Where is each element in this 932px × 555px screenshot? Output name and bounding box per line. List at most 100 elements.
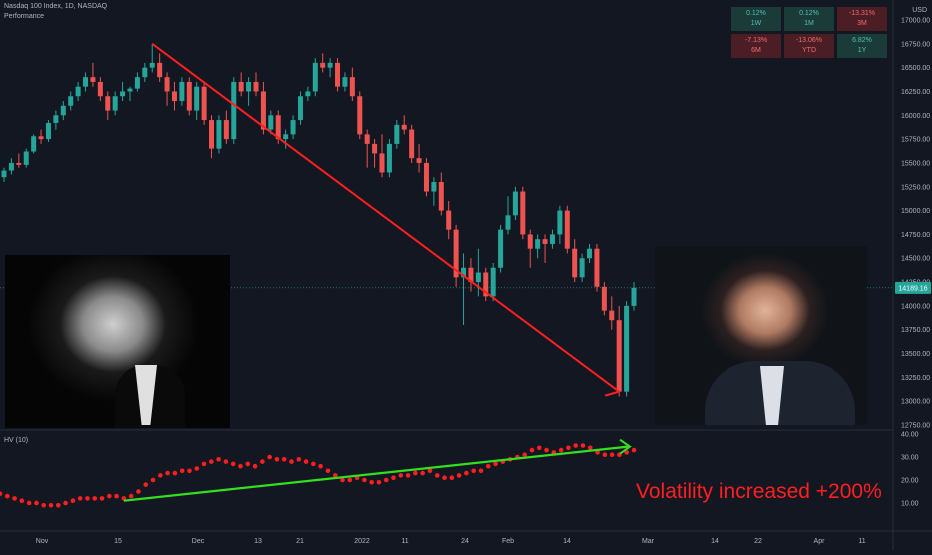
candle-body bbox=[549, 234, 555, 244]
candle-body bbox=[186, 81, 192, 111]
hv-point bbox=[471, 468, 476, 474]
time-tick-label: Nov bbox=[36, 538, 49, 545]
time-tick-label: 15 bbox=[114, 538, 122, 545]
price-tick-label: 13750.00 bbox=[901, 327, 930, 334]
candle-body bbox=[53, 115, 59, 123]
hv-point bbox=[325, 468, 331, 474]
candle-body bbox=[453, 229, 459, 278]
hv-point bbox=[413, 470, 418, 476]
candle-body bbox=[475, 272, 481, 283]
hv-point bbox=[0, 491, 3, 497]
candle-body bbox=[438, 182, 444, 211]
last-price-badge bbox=[895, 281, 931, 294]
candle-body bbox=[31, 136, 37, 152]
price-tick-label: 15250.00 bbox=[901, 184, 930, 191]
price-tick-label: 16500.00 bbox=[901, 65, 930, 72]
candle-body bbox=[105, 96, 111, 111]
perf-cell-ytd: -13.06% YTD bbox=[784, 34, 834, 58]
candle-body bbox=[512, 191, 518, 216]
hv-point bbox=[566, 445, 571, 451]
perf-cell-6m: -7.13% 6M bbox=[731, 34, 781, 58]
candle-body bbox=[609, 310, 615, 321]
hv-point bbox=[456, 473, 462, 478]
hv-point bbox=[85, 496, 90, 501]
hv-point bbox=[187, 468, 192, 474]
candle-body bbox=[253, 81, 259, 92]
candle-body bbox=[223, 120, 229, 140]
hv-tick-label: 40.00 bbox=[901, 432, 919, 439]
price-tick-label: 14750.00 bbox=[901, 232, 930, 239]
perf-cell-3m: -13.31% 3M bbox=[837, 7, 887, 31]
candle-body bbox=[171, 91, 177, 101]
candle-body bbox=[179, 81, 185, 101]
hv-point bbox=[434, 473, 440, 478]
candle-body bbox=[201, 86, 207, 121]
hv-point bbox=[19, 498, 25, 504]
hv-tick-label: 20.00 bbox=[901, 478, 919, 485]
candle-body bbox=[8, 162, 14, 171]
candle-body bbox=[483, 272, 489, 297]
candle-body bbox=[579, 258, 585, 278]
price-tick-label: 14000.00 bbox=[901, 303, 930, 310]
time-tick-label: 14 bbox=[711, 538, 719, 545]
hv-point bbox=[12, 496, 17, 501]
candle-body bbox=[275, 115, 281, 140]
hv-point bbox=[296, 457, 302, 462]
hv-point bbox=[602, 452, 608, 458]
hv-point bbox=[383, 477, 389, 483]
hv-point bbox=[624, 450, 630, 455]
hv-point bbox=[107, 493, 112, 499]
hv-point bbox=[544, 447, 549, 453]
hv-point bbox=[99, 496, 105, 501]
indicator-label: Performance bbox=[4, 13, 45, 20]
price-tick-label: 17000.00 bbox=[901, 18, 930, 25]
hv-point bbox=[245, 461, 251, 467]
hv-point bbox=[158, 473, 163, 478]
candle-body bbox=[60, 105, 66, 116]
hv-title: HV (10) bbox=[4, 437, 28, 444]
candle-body bbox=[461, 267, 467, 278]
candle-body bbox=[97, 81, 103, 97]
candle-body bbox=[290, 120, 296, 135]
hv-point bbox=[223, 459, 229, 464]
hv-point bbox=[216, 457, 221, 462]
hv-point bbox=[580, 443, 586, 448]
hv-point bbox=[252, 463, 258, 469]
hv-point bbox=[238, 463, 243, 469]
candle-body bbox=[535, 239, 541, 249]
candle-body bbox=[394, 124, 400, 144]
candle-body bbox=[75, 86, 81, 97]
hv-point bbox=[230, 461, 236, 467]
hv-point bbox=[340, 477, 345, 483]
candle-body bbox=[23, 151, 29, 165]
price-tick-label: 16000.00 bbox=[901, 113, 930, 120]
last-price-label: 14189.16 bbox=[898, 285, 927, 292]
hv-point bbox=[303, 459, 309, 464]
hv-point bbox=[311, 461, 316, 467]
hv-point bbox=[573, 443, 579, 448]
hv-trend-line bbox=[123, 445, 629, 502]
hv-point bbox=[70, 498, 76, 504]
candle-body bbox=[624, 305, 630, 392]
candle-body bbox=[320, 62, 326, 68]
hv-point bbox=[194, 466, 200, 471]
hv-point bbox=[558, 447, 564, 453]
hv-point bbox=[201, 461, 207, 467]
hv-point bbox=[63, 500, 68, 506]
hv-point bbox=[274, 457, 280, 462]
candle-body bbox=[127, 88, 133, 92]
hv-point bbox=[442, 475, 447, 481]
candle-body bbox=[45, 122, 51, 140]
hv-point bbox=[609, 452, 615, 458]
candle-body bbox=[312, 62, 318, 92]
photo-right-portrait bbox=[655, 246, 867, 425]
hv-point bbox=[4, 493, 10, 499]
candle-body bbox=[594, 248, 600, 287]
hv-point bbox=[179, 468, 185, 474]
hv-point bbox=[369, 480, 374, 485]
candle-body bbox=[1, 170, 7, 178]
candle-body bbox=[120, 91, 126, 97]
candle-body bbox=[327, 62, 333, 68]
